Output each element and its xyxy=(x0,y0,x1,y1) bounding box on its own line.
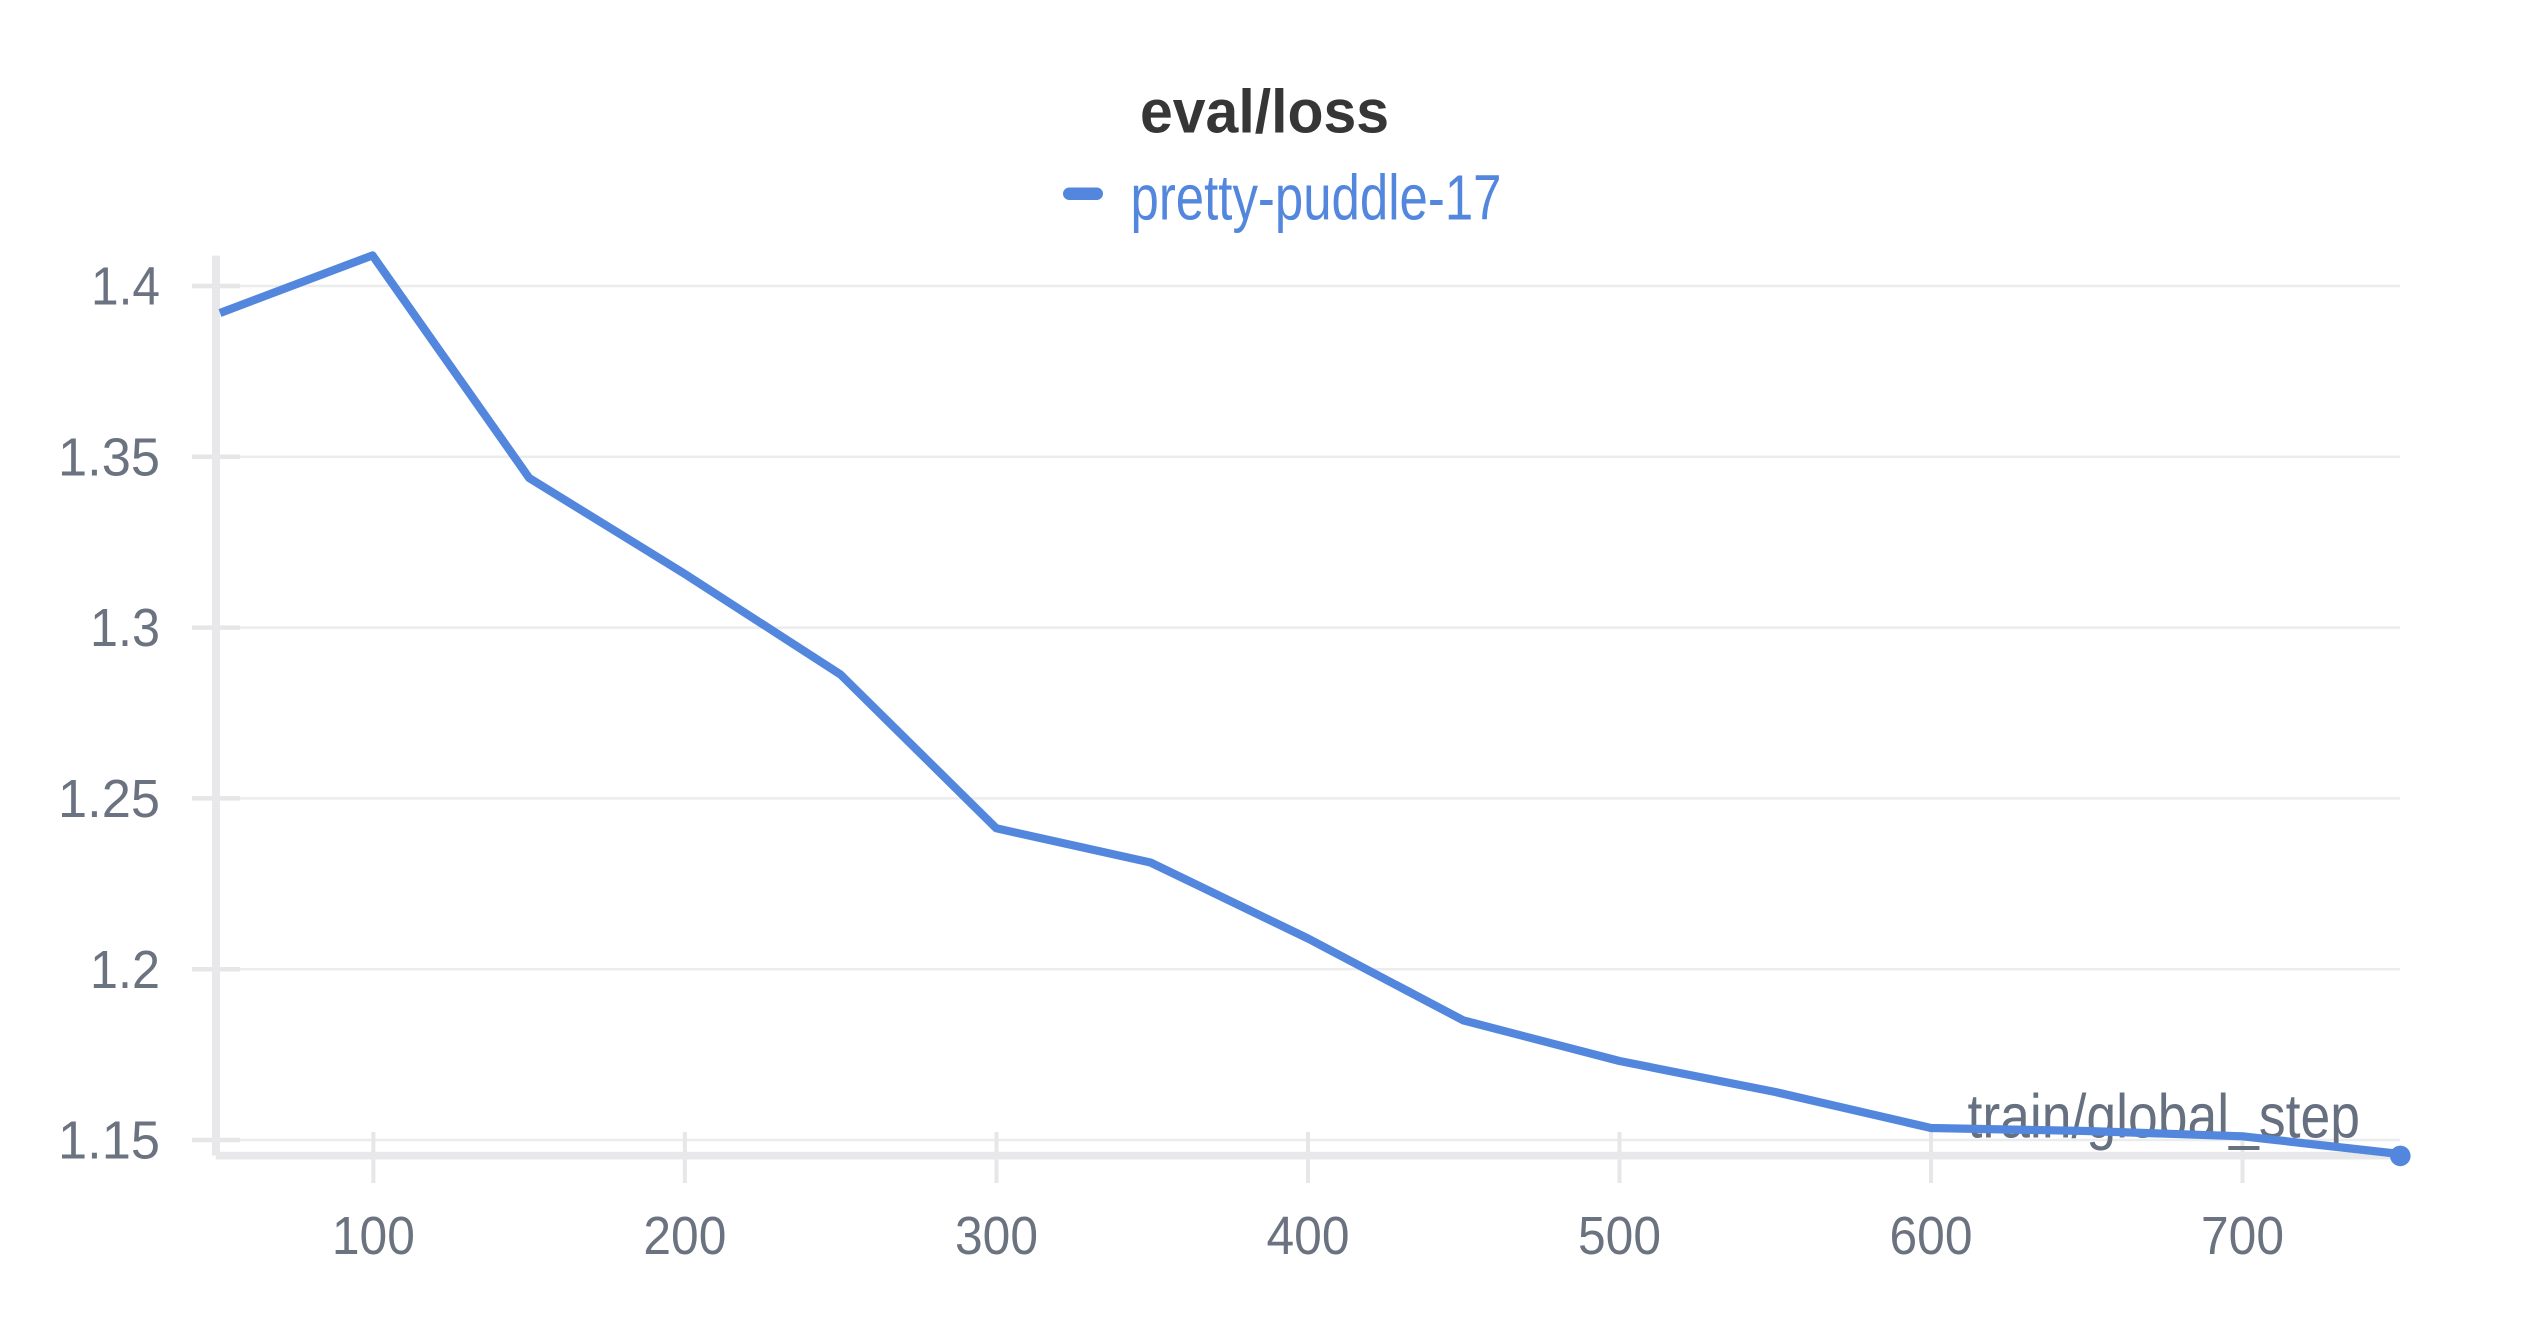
svg-text:1.25: 1.25 xyxy=(58,769,160,829)
svg-text:600: 600 xyxy=(1890,1206,1973,1266)
svg-text:100: 100 xyxy=(332,1206,415,1266)
svg-text:400: 400 xyxy=(1267,1206,1350,1266)
svg-text:200: 200 xyxy=(643,1206,726,1266)
svg-text:1.3: 1.3 xyxy=(90,598,160,658)
svg-text:eval/loss: eval/loss xyxy=(1140,77,1389,145)
svg-text:pretty-puddle-17: pretty-puddle-17 xyxy=(1131,161,1502,233)
svg-text:1.2: 1.2 xyxy=(90,940,160,1000)
svg-text:1.4: 1.4 xyxy=(91,257,160,317)
svg-text:1.15: 1.15 xyxy=(58,1111,160,1171)
svg-text:500: 500 xyxy=(1578,1206,1661,1266)
svg-text:700: 700 xyxy=(2201,1206,2284,1266)
svg-text:1.35: 1.35 xyxy=(58,427,160,487)
svg-text:300: 300 xyxy=(955,1206,1038,1266)
